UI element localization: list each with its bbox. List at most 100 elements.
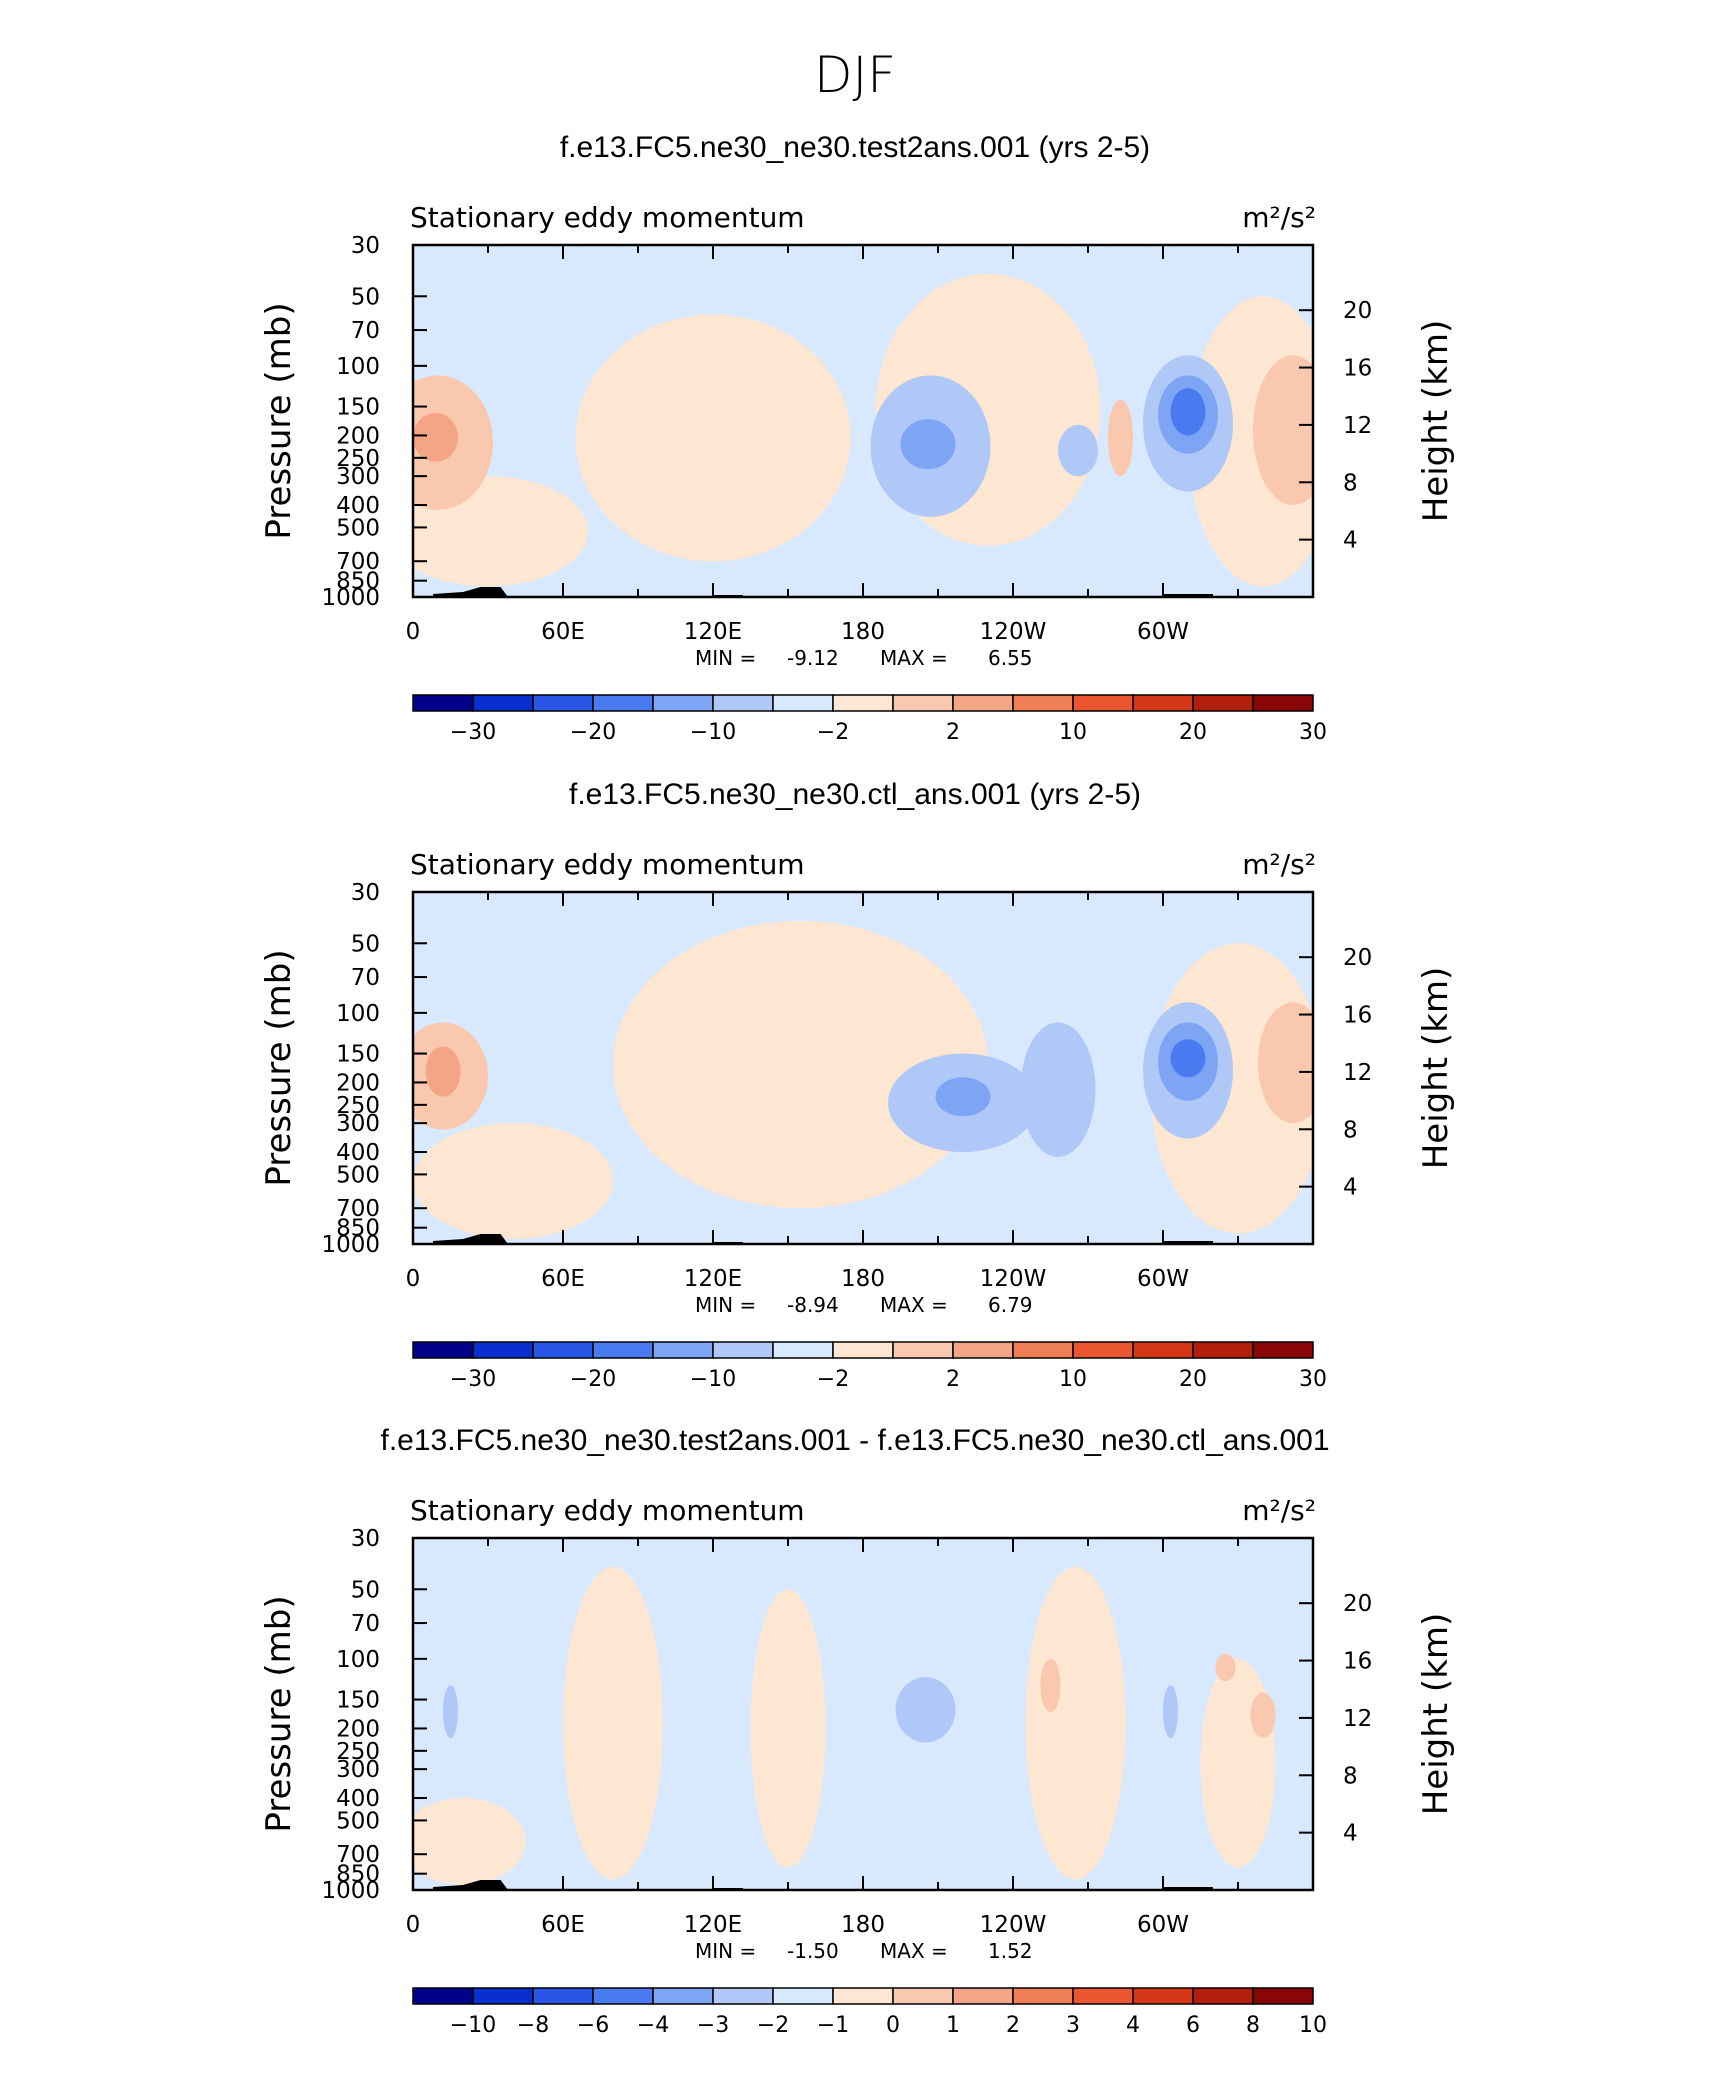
contour-region [1170, 1039, 1206, 1078]
y-tick-label: 200 [336, 1070, 380, 1096]
y-tick-label: 70 [351, 965, 380, 991]
y2-tick-label: 8 [1343, 470, 1358, 496]
colorbar-swatch [712, 1341, 774, 1359]
x-tick-label: 120W [980, 1912, 1047, 1938]
colorbar-swatch [652, 1987, 714, 2005]
y2-tick-label: 4 [1343, 528, 1358, 554]
y-tick-label: 1000 [321, 1232, 380, 1258]
y-tick-label: 700 [336, 1842, 380, 1868]
x-tick-label: 0 [406, 1266, 421, 1292]
colorbar-swatch [412, 1987, 474, 2005]
x-tick-label: 60W [1137, 1912, 1189, 1938]
y-tick-label: 50 [351, 284, 380, 310]
x-tick-label: 120W [980, 1266, 1047, 1292]
y-tick-label: 850 [336, 1862, 380, 1888]
contour-region [900, 419, 956, 470]
colorbar-swatch [1132, 1341, 1194, 1359]
colorbar-swatch [592, 694, 654, 712]
colorbar-label: −2 [817, 720, 849, 745]
colorbar-label: −30 [450, 1367, 496, 1392]
y2-tick-label: 12 [1343, 1060, 1372, 1086]
y-tick-label: 250 [336, 1093, 380, 1119]
contour-region [1040, 1658, 1061, 1713]
x-tick-label: 180 [841, 1912, 885, 1938]
colorbar-swatch [772, 1341, 834, 1359]
colorbar-label: 3 [1066, 2013, 1080, 2038]
max-label: MAX = [880, 646, 948, 670]
y-tick-label: 30 [351, 880, 380, 906]
colorbar-swatch [1192, 1987, 1254, 2005]
contour-region [1253, 355, 1313, 505]
y-tick-label: 400 [336, 1786, 380, 1812]
y-tick-label: 300 [336, 1111, 380, 1137]
units-label: m²/s² [1242, 201, 1316, 234]
min-label: MIN = [695, 1939, 756, 1963]
y2-tick-label: 16 [1343, 1003, 1372, 1029]
colorbar-swatch [1252, 694, 1314, 712]
max-label: MAX = [880, 1293, 948, 1317]
contour-region [1163, 1685, 1178, 1739]
y-tick-label: 500 [336, 1808, 380, 1834]
panel-2: f.e13.FC5.ne30_ne30.ctl_ans.001 (yrs 2-5… [259, 778, 1456, 1392]
min-label: MIN = [695, 646, 756, 670]
colorbar-label: 10 [1059, 1367, 1087, 1392]
contour-region [413, 1798, 526, 1885]
y2-tick-label: 8 [1343, 1763, 1358, 1789]
y-tick-label: 50 [351, 931, 380, 957]
x-tick-label: 120E [684, 1266, 742, 1292]
colorbar-label: −10 [450, 2013, 496, 2038]
y2-tick-label: 20 [1343, 1591, 1372, 1617]
y-tick-label: 30 [351, 1526, 380, 1552]
contour-region [895, 1677, 956, 1743]
x-tick-label: 180 [841, 1266, 885, 1292]
x-tick-label: 60W [1137, 1266, 1189, 1292]
min-value: -9.12 [787, 646, 839, 670]
contour-region [1170, 388, 1206, 436]
x-tick-label: 180 [841, 619, 885, 645]
colorbar-swatch [952, 694, 1014, 712]
colorbar-label: 30 [1299, 1367, 1327, 1392]
colorbar-swatch [832, 1987, 894, 2005]
x-tick-label: 60E [541, 1912, 585, 1938]
contour-region [1258, 1002, 1313, 1124]
colorbar-label: −4 [637, 2013, 669, 2038]
contour-region [443, 1685, 458, 1739]
x-tick-label: 60W [1137, 619, 1189, 645]
contour-region [563, 1566, 663, 1880]
y-tick-label: 70 [351, 1611, 380, 1637]
left-string: Stationary eddy momentum [410, 848, 805, 881]
colorbar-swatch [832, 1341, 894, 1359]
y2-axis-title: Height (km) [1416, 320, 1456, 523]
max-label: MAX = [880, 1939, 948, 1963]
colorbar-swatch [892, 1987, 954, 2005]
y-tick-label: 300 [336, 464, 380, 490]
colorbar-label: 8 [1246, 2013, 1260, 2038]
colorbar-label: −1 [817, 2013, 849, 2038]
y2-tick-label: 20 [1343, 298, 1372, 324]
y2-tick-label: 12 [1343, 1706, 1372, 1732]
colorbar-label: −2 [817, 1367, 849, 1392]
colorbar-swatch [592, 1341, 654, 1359]
colorbar-swatch [1072, 694, 1134, 712]
colorbar-swatch [472, 694, 534, 712]
contour-field [413, 245, 1313, 597]
colorbar-swatch [892, 694, 954, 712]
colorbar-label: −30 [450, 720, 496, 745]
y-tick-label: 200 [336, 423, 380, 449]
colorbar-swatch [832, 694, 894, 712]
y-tick-label: 400 [336, 493, 380, 519]
colorbar-swatch [1012, 1341, 1074, 1359]
colorbar-label: 10 [1299, 2013, 1327, 2038]
colorbar-swatch [712, 1987, 774, 2005]
colorbar-swatch [772, 694, 834, 712]
colorbar-label: 4 [1126, 2013, 1140, 2038]
colorbar-label: −3 [697, 2013, 729, 2038]
panel-title: f.e13.FC5.ne30_ne30.test2ans.001 - f.e13… [380, 1424, 1329, 1457]
colorbar-swatch [532, 694, 594, 712]
y-tick-label: 150 [336, 1042, 380, 1068]
y2-tick-label: 12 [1343, 413, 1372, 439]
left-string: Stationary eddy momentum [410, 201, 805, 234]
colorbar-swatch [1252, 1987, 1314, 2005]
x-tick-label: 0 [406, 619, 421, 645]
